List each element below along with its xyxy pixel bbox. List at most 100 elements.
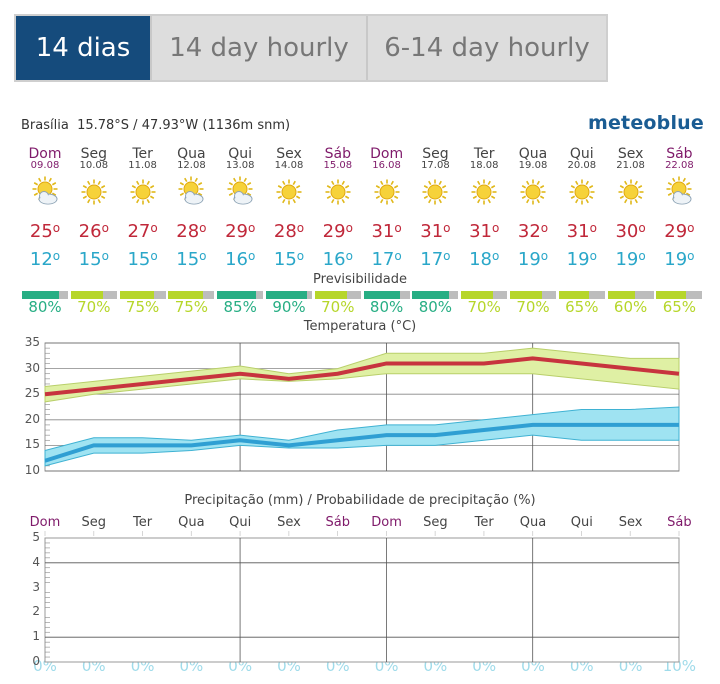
day-date: 21.08 bbox=[616, 160, 645, 171]
degree-symbol: o bbox=[52, 221, 61, 235]
day-name: Qui bbox=[569, 146, 594, 162]
tab-14-dias[interactable]: 14 dias bbox=[16, 16, 152, 80]
min-temperature-value: 19 bbox=[615, 249, 639, 270]
predictability-bar bbox=[70, 291, 117, 299]
predictability-value: 70% bbox=[321, 298, 355, 316]
degree-symbol: o bbox=[638, 249, 646, 263]
precip-day-name: Seg bbox=[423, 515, 448, 530]
degree-symbol: o bbox=[443, 221, 451, 235]
precipitation-axis-tick: 0 bbox=[32, 654, 40, 668]
predictability-fill bbox=[168, 291, 203, 299]
max-temperature-value: 30 bbox=[615, 221, 639, 242]
predictability-fill bbox=[217, 291, 257, 299]
tab-14-day-hourly[interactable]: 14 day hourly bbox=[152, 16, 368, 80]
min-temperature: 17o bbox=[363, 249, 411, 270]
predictability-remainder bbox=[635, 291, 654, 299]
predictability-fill bbox=[70, 291, 103, 299]
predictability-remainder bbox=[493, 291, 508, 299]
sun-icon bbox=[607, 176, 655, 208]
max-temperature: 26o bbox=[70, 221, 118, 242]
max-temperature: 30o bbox=[607, 221, 655, 242]
degree-symbol: o bbox=[540, 249, 549, 263]
precip-day-name: Seg bbox=[81, 515, 107, 530]
max-temperature-value: 27 bbox=[127, 221, 151, 242]
predictability-value: 85% bbox=[223, 298, 257, 316]
day-date: 14.08 bbox=[274, 160, 304, 171]
degree-symbol: o bbox=[150, 249, 158, 263]
meteoblue-logo[interactable]: meteoblue bbox=[587, 112, 704, 134]
predictability-remainder bbox=[542, 291, 556, 299]
max-temperature-value: 31 bbox=[420, 221, 444, 242]
precip-day-name: Qui bbox=[570, 515, 593, 530]
sun-cloud-icon bbox=[21, 176, 69, 208]
degree-symbol: o bbox=[101, 249, 109, 263]
tab-6-14-day-hourly[interactable]: 6-14 day hourly bbox=[384, 33, 590, 63]
predictability-value: 70% bbox=[516, 298, 550, 316]
predictability-remainder bbox=[202, 291, 215, 299]
precipitation-axis-tick: 2 bbox=[32, 604, 40, 619]
predictability-fill bbox=[656, 291, 687, 299]
day-date: 11.08 bbox=[128, 160, 157, 171]
precipitation-axis-tick: 5 bbox=[32, 530, 40, 544]
degree-symbol: o bbox=[589, 221, 597, 235]
sun-icon bbox=[411, 176, 459, 208]
min-temperature-value: 19 bbox=[664, 249, 688, 270]
location-label: Brasília 15.78°S / 47.93°W (1136m snm) bbox=[21, 118, 290, 133]
day-date: 16.08 bbox=[372, 160, 401, 171]
predictability-value: 90% bbox=[272, 298, 306, 316]
max-temperature-value: 28 bbox=[273, 221, 297, 242]
min-temperature: 16o bbox=[216, 249, 264, 270]
predictability-fill bbox=[558, 291, 589, 299]
max-temperature: 29o bbox=[314, 221, 362, 242]
predictability-bar bbox=[363, 291, 410, 299]
day-name: Qua bbox=[518, 146, 548, 162]
degree-symbol: o bbox=[394, 249, 402, 263]
day-date: 17.08 bbox=[421, 160, 450, 171]
degree-symbol: o bbox=[540, 221, 549, 235]
day-date: 09.08 bbox=[30, 160, 60, 171]
predictability-value: 80% bbox=[369, 298, 404, 316]
max-temperature-value: 31 bbox=[371, 221, 395, 242]
precip-day-name: Ter bbox=[133, 515, 153, 530]
degree-symbol: o bbox=[687, 221, 695, 235]
sun-icon bbox=[314, 176, 362, 208]
day-name: Sex bbox=[276, 146, 302, 162]
predictability-remainder bbox=[449, 291, 459, 299]
day-name: Sáb bbox=[324, 146, 351, 162]
degree-symbol: o bbox=[491, 249, 500, 263]
degree-symbol: o bbox=[687, 249, 695, 263]
degree-symbol: o bbox=[199, 221, 207, 235]
predictability-fill bbox=[461, 291, 494, 299]
min-temperature: 19o bbox=[509, 249, 557, 270]
min-temperature-line bbox=[44, 422, 679, 463]
predictability-bar bbox=[558, 291, 605, 299]
sun-icon bbox=[70, 176, 118, 208]
max-temperature: 28o bbox=[265, 221, 313, 242]
predictability-fill bbox=[607, 291, 636, 299]
max-temperature-value: 31 bbox=[469, 221, 492, 242]
predictability-value: 65% bbox=[565, 298, 599, 316]
max-temperature: 31o bbox=[558, 221, 606, 242]
predictability-value: 80% bbox=[28, 298, 62, 316]
temperature-axis-tick: 25 bbox=[24, 386, 40, 401]
min-temperature-value: 16 bbox=[225, 249, 248, 270]
temperature-axis-tick: 30 bbox=[24, 360, 40, 375]
day-date: 18.08 bbox=[469, 160, 499, 171]
day-name: Seg bbox=[80, 146, 107, 162]
temperature-axis-tick: 20 bbox=[24, 411, 40, 426]
predictability-remainder bbox=[307, 291, 312, 299]
predictability-fill bbox=[22, 291, 59, 299]
temperature-axis-tick: 35 bbox=[24, 335, 40, 349]
predictability-bar bbox=[217, 291, 264, 299]
precip-day-name: Sáb bbox=[667, 515, 692, 530]
degree-symbol: o bbox=[345, 249, 353, 263]
max-temperature-value: 26 bbox=[78, 221, 102, 242]
max-temperature-value: 31 bbox=[566, 221, 590, 242]
location-name: Brasília bbox=[21, 118, 69, 133]
predictability-remainder bbox=[347, 291, 361, 299]
degree-symbol: o bbox=[247, 221, 256, 235]
max-temperature-value: 29 bbox=[225, 221, 248, 242]
min-temperature: 16o bbox=[314, 249, 362, 270]
predictability-value: 60% bbox=[613, 298, 648, 316]
